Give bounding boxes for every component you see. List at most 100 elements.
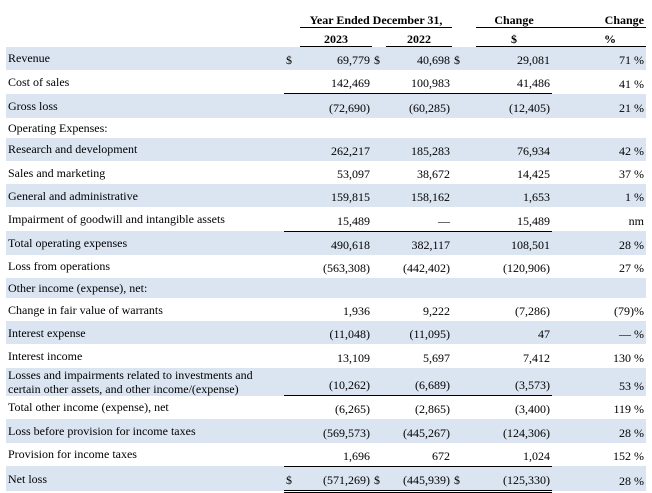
currency [452, 93, 476, 118]
income-table: Year Ended December 31, Change Change 20… [6, 9, 646, 493]
amount-2023: (569,573) [300, 419, 372, 443]
row-label: Other income (expense), net: [6, 277, 284, 299]
row-label: Change in fair value of warrants [8, 302, 163, 317]
empty-cell [452, 277, 476, 299]
amount-2022: 382,117 [386, 231, 452, 255]
change-percent: 152 % [613, 449, 644, 464]
currency: $ [372, 466, 386, 493]
currency [452, 442, 476, 467]
row-label: Net loss [6, 466, 284, 492]
change-percent: 71 % [552, 46, 646, 71]
row-label: Provision for income taxes [8, 447, 137, 462]
change-amount: (7,286) [515, 304, 550, 319]
currency [372, 70, 386, 95]
row-label: Total operating expenses [6, 231, 284, 255]
currency [284, 137, 300, 161]
table-row: Gross loss (72,690) (60,285) (12,405) 21 % [6, 93, 646, 118]
currency: $ [452, 46, 476, 71]
currency [284, 207, 300, 232]
table-row: Total other income (expense), net (6,265)… [6, 396, 646, 420]
amount-2023: 159,815 [300, 184, 372, 208]
change-percent: 28 % [552, 419, 646, 443]
change-percent: (79)% [614, 304, 644, 319]
currency [452, 161, 476, 184]
currency [372, 255, 386, 278]
row-label: Gross loss [6, 93, 284, 118]
currency [372, 93, 386, 118]
currency [284, 321, 300, 345]
amount-2022: 185,283 [386, 137, 452, 161]
table-row: Net loss $ (571,269) $ (445,939) $ (125,330) 28… [6, 466, 646, 493]
change-amount: 7,412 [523, 350, 550, 365]
row-label: Cost of sales [8, 75, 70, 90]
amount-2023: 69,779 [300, 46, 372, 71]
row-label: Impairment of goodwill and intangible as… [8, 212, 225, 227]
currency [452, 344, 476, 367]
change-percent: 27 % [619, 260, 644, 275]
table-row: Revenue $69,779 $40,698 $29,081 71 % [6, 46, 646, 71]
amount-2022: 158,162 [386, 184, 452, 208]
currency [452, 321, 476, 345]
table-row: Change in fair value of warrants 1,936 9,2… [6, 298, 646, 321]
change-percent: 21 % [552, 93, 646, 118]
row-label: Research and development [6, 137, 284, 161]
amount-2022: (445,939) [386, 466, 452, 493]
change-header: Change [552, 9, 646, 28]
table-row: Cost of sales 142,469 100,983 41,486 41 % [6, 70, 646, 95]
change-amount: 108,501 [476, 231, 552, 255]
amount-2022: 38,672 [417, 167, 450, 182]
amount-2023: (563,308) [323, 260, 370, 275]
currency [284, 255, 300, 278]
currency [284, 442, 300, 467]
empty-cell [300, 277, 372, 299]
table-row: Losses and impairments related to invest… [6, 367, 646, 397]
empty-cell [552, 118, 646, 138]
table-row: Research and development 262,217 185,283 76… [6, 137, 646, 161]
change-percent: — % [552, 321, 646, 345]
row-label: Loss before provision for income taxes [6, 419, 284, 443]
amount-2023: (11,048) [300, 321, 372, 345]
currency [284, 367, 300, 397]
amount-2023: 262,217 [300, 137, 372, 161]
amount-2023: 1,696 [300, 442, 372, 467]
year-header: 2022 [386, 27, 452, 47]
currency: $ [372, 46, 386, 71]
row-label: Operating Expenses: [8, 120, 108, 135]
currency [372, 298, 386, 321]
table-row: Interest income 13,109 5,697 7,412 130 % [6, 344, 646, 367]
change-amount: 76,934 [476, 137, 552, 161]
row-label: Total other income (expense), net [8, 400, 169, 415]
currency [452, 255, 476, 278]
empty-cell [372, 277, 386, 299]
currency [452, 367, 476, 397]
currency [372, 207, 386, 232]
amount-2023: 1,936 [343, 304, 370, 319]
currency: $ [452, 466, 476, 493]
table-row: Other income (expense), net: [6, 277, 646, 299]
table-row: Operating Expenses: [6, 118, 646, 138]
amount-2022: (11,095) [386, 321, 452, 345]
change-percent: 37 % [619, 167, 644, 182]
currency [452, 207, 476, 232]
currency: $ [284, 46, 300, 71]
change-percent: 28 % [552, 466, 646, 492]
amount-2022: 40,698 [386, 46, 452, 71]
empty-cell [476, 277, 552, 299]
amount-2022: (2,865) [415, 402, 450, 417]
row-label: Interest expense [6, 321, 284, 345]
change-percent: 53 % [552, 367, 646, 396]
currency [452, 137, 476, 161]
amount-2022: 100,983 [386, 70, 452, 95]
change-amount: 29,081 [476, 46, 552, 71]
currency [372, 184, 386, 208]
change-amount: (3,400) [515, 402, 550, 417]
empty-cell [284, 277, 300, 299]
empty-cell [300, 118, 372, 138]
currency [452, 419, 476, 443]
change-amount: (124,306) [476, 419, 552, 443]
amount-2023: (6,265) [335, 402, 370, 417]
currency [284, 419, 300, 443]
change-percent: 130 % [613, 350, 644, 365]
row-label: Loss from operations [8, 259, 110, 274]
currency [284, 298, 300, 321]
